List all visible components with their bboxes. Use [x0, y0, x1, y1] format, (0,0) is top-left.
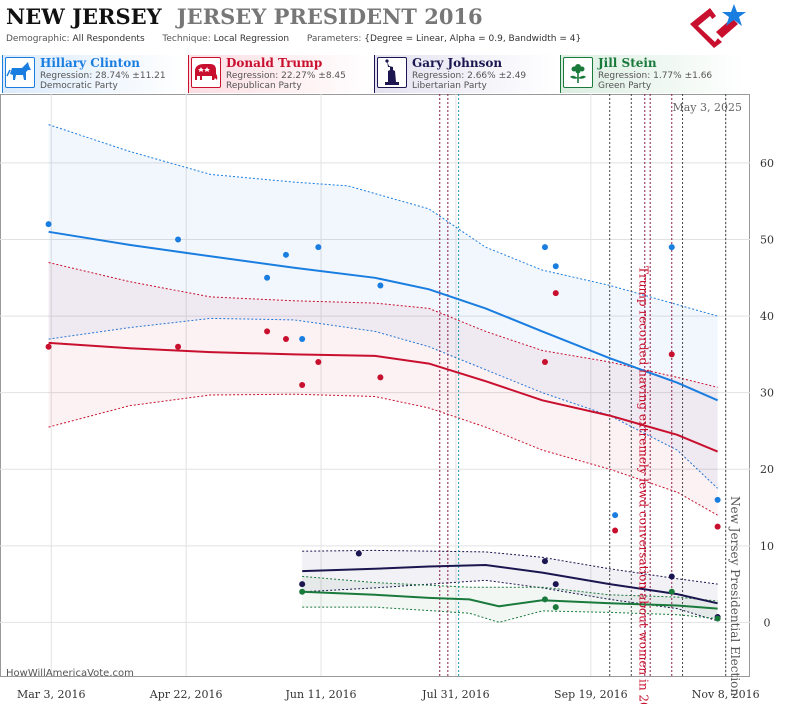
- data-point: [377, 374, 384, 381]
- data-point: [714, 615, 721, 622]
- data-point: [355, 550, 362, 557]
- data-point: [552, 263, 559, 270]
- x-tick-label: Sep 19, 2016: [554, 688, 628, 701]
- legend-name: Gary Johnson: [412, 56, 503, 70]
- event-annotation: Trump recorded having extremely lewd con…: [636, 266, 650, 704]
- legend-item-stein: Jill Stein Regression: 1.77% ±1.66 Green…: [560, 55, 744, 93]
- x-tick-label: Apr 22, 2016: [149, 688, 223, 701]
- data-point: [668, 573, 675, 580]
- data-point: [552, 581, 559, 588]
- band-lower-line: [48, 317, 718, 489]
- band-upper-line: [302, 549, 718, 585]
- data-point: [714, 496, 721, 503]
- legend-item-johnson: Gary Johnson Regression: 2.66% ±2.49 Lib…: [374, 55, 558, 93]
- data-point: [315, 359, 322, 366]
- trend-line: [302, 563, 718, 605]
- race-title: JERSEY PRESIDENT 2016: [176, 4, 483, 29]
- data-point: [282, 251, 289, 258]
- data-point: [552, 290, 559, 297]
- event-annotation: New Jersey Presidential Election: [728, 496, 742, 696]
- band-upper-line: [48, 124, 718, 317]
- legend-party: Green Party: [598, 81, 652, 91]
- demographic-value: All Respondents: [72, 34, 145, 44]
- data-point: [714, 523, 721, 530]
- data-point: [45, 343, 52, 350]
- legend-regression: Regression: 2.66% ±2.49: [412, 71, 527, 81]
- data-point: [45, 221, 52, 228]
- trend-line: [302, 590, 718, 610]
- data-point: [175, 343, 182, 350]
- data-point: [541, 596, 548, 603]
- elephant-icon: [191, 57, 221, 88]
- technique-value: Local Regression: [213, 34, 290, 44]
- donkey-icon: [5, 57, 35, 88]
- data-point: [282, 336, 289, 343]
- legend-name: Donald Trump: [226, 56, 323, 70]
- band-lower-line: [302, 579, 718, 622]
- y-tick-label: 10: [760, 540, 774, 553]
- data-point: [541, 244, 548, 251]
- parameters-value: {Degree = Linear, Alpha = 0.9, Bandwidth…: [364, 34, 582, 44]
- parameters-label: Parameters:: [306, 34, 362, 44]
- legend-regression: Regression: 28.74% ±11.21: [40, 71, 166, 81]
- legend-party: Democratic Party: [40, 81, 118, 91]
- site-logo-icon: [690, 4, 746, 48]
- legend-party: Republican Party: [226, 81, 302, 91]
- y-tick-label: 0: [764, 616, 771, 629]
- parameters-line: Demographic: All Respondents Technique: …: [6, 34, 581, 44]
- legend-name: Hillary Clinton: [40, 56, 140, 70]
- trend-line: [48, 341, 718, 453]
- flower-icon: [563, 57, 593, 88]
- y-tick-label: 40: [760, 310, 774, 323]
- data-point: [299, 588, 306, 595]
- y-tick-label: 50: [760, 234, 774, 247]
- band-lower-line: [302, 606, 718, 623]
- confidence-band: [48, 262, 718, 516]
- legend-regression: Regression: 1.77% ±1.66: [598, 71, 713, 81]
- legend-name: Jill Stein: [598, 56, 657, 70]
- x-tick-label: Nov 8, 2016: [692, 688, 760, 701]
- site-credit: HowWillAmericaVote.com: [6, 668, 134, 679]
- statue-of-liberty-icon: [377, 57, 407, 88]
- x-tick-label: Jun 11, 2016: [285, 688, 357, 701]
- data-point: [175, 236, 182, 243]
- data-point: [612, 527, 619, 534]
- confidence-band: [48, 124, 718, 489]
- data-point: [264, 274, 271, 281]
- legend-party: Libertarian Party: [412, 81, 487, 91]
- state-title: NEW JERSEY: [6, 4, 162, 29]
- y-tick-label: 30: [760, 387, 774, 400]
- regression-chart: 0 10 20 30 40 50 60 Mar 3, 2016 Apr 22, 2016 Jun…: [0, 94, 774, 704]
- demographic-label: Demographic:: [6, 34, 70, 44]
- data-point: [299, 382, 306, 388]
- data-point: [612, 512, 619, 519]
- plot-frame: [0, 94, 750, 677]
- data-point: [315, 244, 322, 251]
- band-upper-line: [302, 575, 718, 602]
- legend-item-trump: Donald Trump Regression: 22.27% ±8.45 Re…: [188, 55, 372, 93]
- data-point: [552, 604, 559, 611]
- x-tick-label: Jul 31, 2016: [421, 688, 490, 701]
- data-point: [668, 351, 675, 358]
- legend-regression: Regression: 22.27% ±8.45: [226, 71, 346, 81]
- confidence-band: [302, 576, 718, 623]
- data-point: [541, 558, 548, 565]
- data-point: [668, 588, 675, 595]
- data-point: [264, 328, 271, 335]
- technique-label: Technique:: [162, 34, 211, 44]
- data-point: [299, 336, 306, 343]
- legend-item-clinton: Hillary Clinton Regression: 28.74% ±11.2…: [2, 55, 186, 93]
- band-lower-line: [48, 393, 718, 516]
- chart-date-label: May 3, 2025: [672, 101, 742, 114]
- data-point: [541, 359, 548, 366]
- data-point: [377, 282, 384, 289]
- x-tick-label: Mar 3, 2016: [17, 688, 86, 701]
- y-tick-label: 20: [760, 463, 774, 476]
- data-point: [299, 581, 306, 588]
- y-tick-label: 60: [760, 157, 774, 170]
- trend-line: [48, 230, 718, 402]
- header-title: NEW JERSEY JERSEY PRESIDENT 2016: [6, 4, 483, 34]
- data-point: [668, 244, 675, 251]
